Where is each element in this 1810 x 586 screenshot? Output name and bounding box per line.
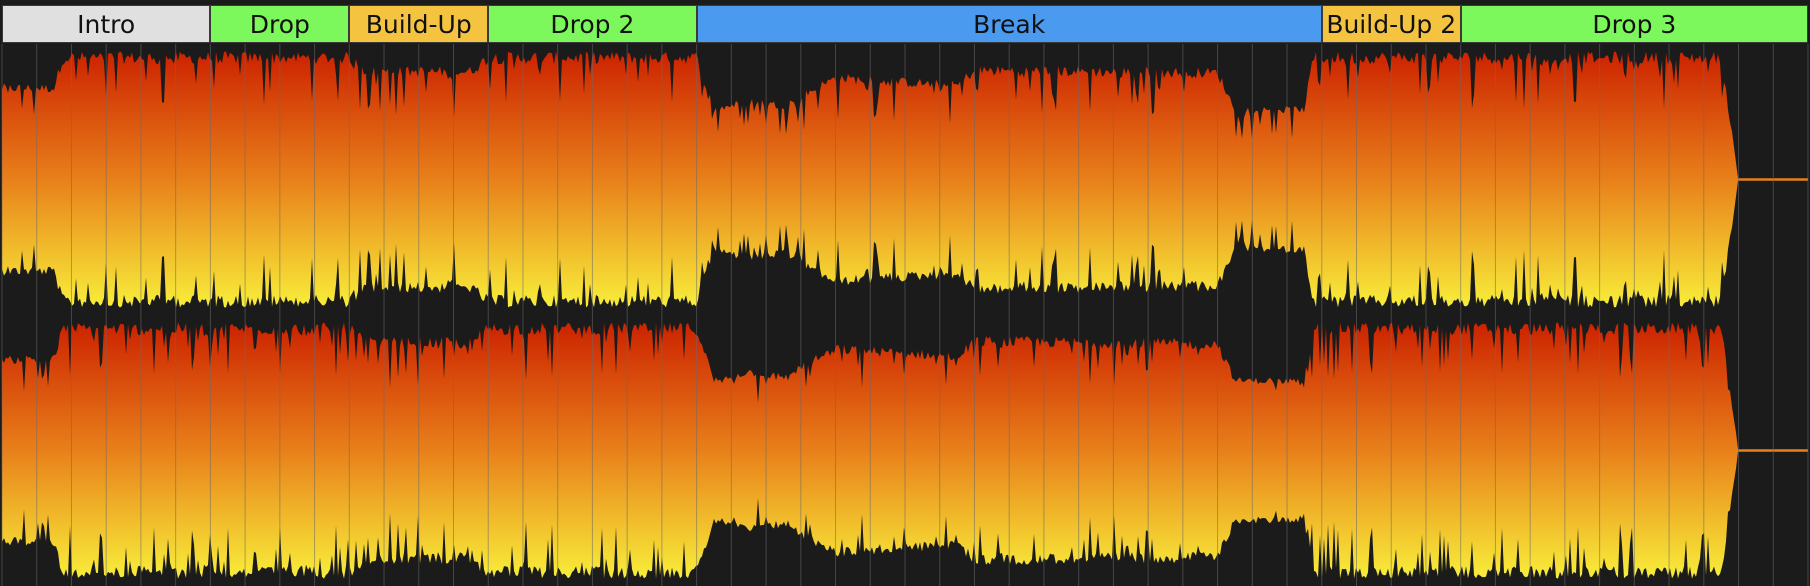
marker-drop[interactable]: Drop: [210, 5, 350, 43]
marker-drop-2[interactable]: Drop 2: [488, 5, 697, 43]
marker-label: Drop 2: [550, 9, 635, 39]
marker-drop-3[interactable]: Drop 3: [1460, 5, 1808, 43]
marker-build-up-2[interactable]: Build-Up 2: [1321, 5, 1461, 43]
bar-gridlines: [1, 44, 1809, 586]
marker-track: Intro Drop Build-Up Drop 2 Break Build-Up 2 Dr…: [0, 0, 1810, 44]
marker-label: Build-Up 2: [1326, 9, 1457, 39]
audio-waveform: [1, 44, 1809, 586]
marker-build-up[interactable]: Build-Up: [349, 5, 489, 43]
marker-intro[interactable]: Intro: [2, 5, 211, 43]
marker-label: Break: [973, 9, 1046, 39]
marker-label: Build-Up: [365, 9, 472, 39]
marker-label: Drop 3: [1592, 9, 1677, 39]
marker-label: Intro: [77, 9, 136, 39]
marker-label: Drop: [249, 9, 310, 39]
marker-break[interactable]: Break: [696, 5, 1322, 43]
